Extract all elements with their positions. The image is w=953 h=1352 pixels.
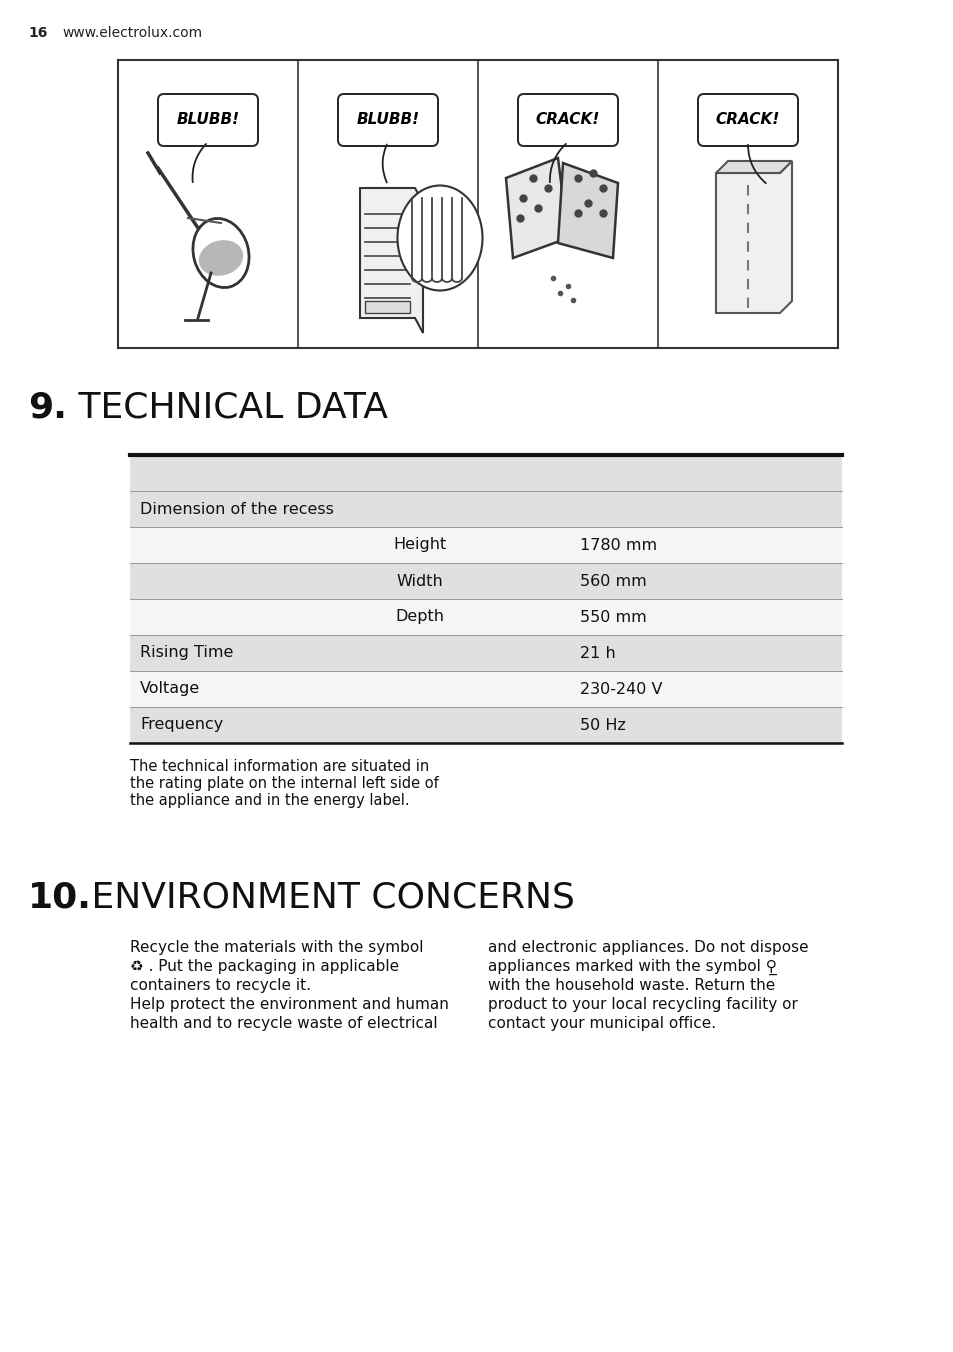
Bar — [130, 456, 841, 491]
Text: ENVIRONMENT CONCERNS: ENVIRONMENT CONCERNS — [80, 880, 575, 914]
Text: 9.: 9. — [28, 389, 67, 425]
Text: 50 Hz: 50 Hz — [579, 718, 625, 733]
Bar — [130, 707, 841, 744]
Text: 550 mm: 550 mm — [579, 610, 646, 625]
FancyBboxPatch shape — [158, 95, 257, 146]
Text: TECHNICAL DATA: TECHNICAL DATA — [67, 389, 388, 425]
Polygon shape — [359, 188, 422, 333]
Text: Voltage: Voltage — [140, 681, 200, 696]
Bar — [130, 562, 841, 599]
Text: 16: 16 — [28, 26, 48, 41]
Text: BLUBB!: BLUBB! — [356, 112, 419, 127]
Text: containers to recycle it.: containers to recycle it. — [130, 977, 311, 992]
Text: appliances marked with the symbol ⚲̲: appliances marked with the symbol ⚲̲ — [488, 959, 776, 975]
Text: Depth: Depth — [395, 610, 444, 625]
Ellipse shape — [397, 185, 482, 291]
Text: Frequency: Frequency — [140, 718, 223, 733]
Text: BLUBB!: BLUBB! — [176, 112, 239, 127]
Text: Help protect the environment and human: Help protect the environment and human — [130, 996, 449, 1013]
Ellipse shape — [198, 241, 243, 276]
FancyBboxPatch shape — [517, 95, 618, 146]
Bar — [130, 599, 841, 635]
Text: the appliance and in the energy label.: the appliance and in the energy label. — [130, 794, 409, 808]
Bar — [130, 635, 841, 671]
Text: www.electrolux.com: www.electrolux.com — [62, 26, 202, 41]
Bar — [365, 301, 410, 314]
Polygon shape — [716, 161, 791, 314]
FancyBboxPatch shape — [337, 95, 437, 146]
Text: 10.: 10. — [28, 880, 91, 914]
Text: The technical information are situated in: The technical information are situated i… — [130, 758, 429, 773]
Text: Rising Time: Rising Time — [140, 645, 233, 661]
Text: and electronic appliances. Do not dispose: and electronic appliances. Do not dispos… — [488, 940, 808, 955]
Text: CRACK!: CRACK! — [536, 112, 599, 127]
Text: health and to recycle waste of electrical: health and to recycle waste of electrica… — [130, 1015, 437, 1032]
Text: CRACK!: CRACK! — [715, 112, 780, 127]
Text: product to your local recycling facility or: product to your local recycling facility… — [488, 996, 797, 1013]
FancyBboxPatch shape — [698, 95, 797, 146]
Text: contact your municipal office.: contact your municipal office. — [488, 1015, 716, 1032]
Bar — [118, 59, 837, 347]
Text: 230-240 V: 230-240 V — [579, 681, 661, 696]
Bar — [130, 491, 841, 527]
Polygon shape — [716, 161, 791, 173]
Text: with the household waste. Return the: with the household waste. Return the — [488, 977, 775, 992]
Text: 560 mm: 560 mm — [579, 573, 646, 588]
Bar — [130, 527, 841, 562]
Bar — [130, 671, 841, 707]
Text: Recycle the materials with the symbol: Recycle the materials with the symbol — [130, 940, 423, 955]
Text: ♻ . Put the packaging in applicable: ♻ . Put the packaging in applicable — [130, 959, 398, 973]
Text: the rating plate on the internal left side of: the rating plate on the internal left si… — [130, 776, 438, 791]
Text: Width: Width — [396, 573, 443, 588]
Polygon shape — [505, 158, 567, 258]
Text: 21 h: 21 h — [579, 645, 615, 661]
Polygon shape — [558, 164, 618, 258]
Text: 1780 mm: 1780 mm — [579, 538, 657, 553]
Text: Dimension of the recess: Dimension of the recess — [140, 502, 334, 516]
Text: Height: Height — [393, 538, 446, 553]
